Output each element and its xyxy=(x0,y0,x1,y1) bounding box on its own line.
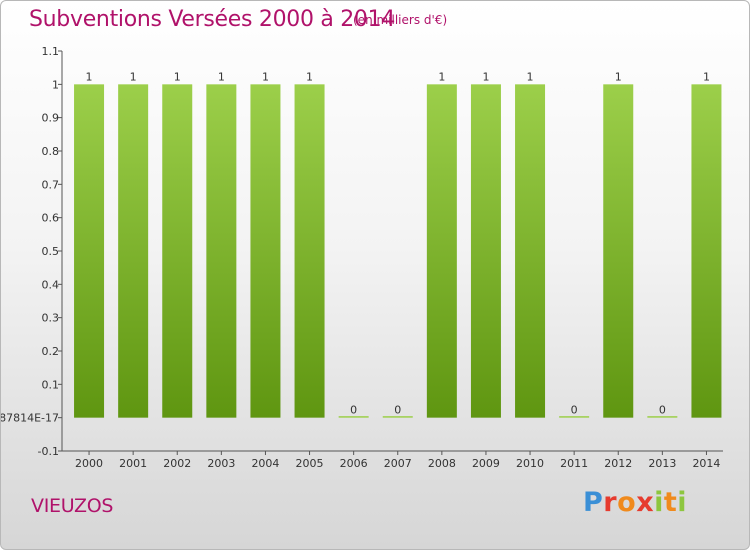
bar xyxy=(559,416,590,418)
x-tick-label: 2004 xyxy=(251,457,279,470)
bar xyxy=(162,84,193,418)
chart-title: Subventions Versées 2000 à 2014 xyxy=(29,7,396,32)
data-label: 1 xyxy=(306,70,313,83)
data-label: 0 xyxy=(394,404,401,417)
x-tick-label: 2014 xyxy=(692,457,720,470)
y-tick-label: 1.1 xyxy=(42,45,60,58)
bar xyxy=(382,416,413,418)
data-label: 0 xyxy=(571,404,578,417)
y-tick-label: 0.3 xyxy=(42,312,60,325)
y-tick-label: -0.1 xyxy=(38,445,59,458)
x-tick-label: 2007 xyxy=(384,457,412,470)
bar xyxy=(426,84,457,418)
bar xyxy=(470,84,501,418)
data-label: 0 xyxy=(659,404,666,417)
proxiti-logo: Proxiti xyxy=(583,487,688,518)
x-tick-label: 2012 xyxy=(604,457,632,470)
x-tick-label: 2008 xyxy=(428,457,456,470)
bar xyxy=(603,84,634,418)
x-tick-label: 2002 xyxy=(163,457,191,470)
y-tick-label: 0.2 xyxy=(42,345,60,358)
x-tick-label: 2013 xyxy=(648,457,676,470)
data-label: 1 xyxy=(86,70,93,83)
data-label: 1 xyxy=(130,70,137,83)
x-tick-label: 2010 xyxy=(516,457,544,470)
x-tick-label: 2009 xyxy=(472,457,500,470)
y-tick-label: 0.8 xyxy=(42,145,60,158)
y-tick-label: 0.9 xyxy=(42,112,60,125)
chart-subtitle: (en milliers d'€) xyxy=(353,13,448,27)
y-tick-label: 0.4 xyxy=(42,278,60,291)
y-tick-label: 0.1 xyxy=(42,378,60,391)
bar xyxy=(515,84,546,418)
data-label: 1 xyxy=(527,70,534,83)
bar xyxy=(118,84,149,418)
x-tick-label: 2006 xyxy=(340,457,368,470)
y-tick-label: 1 xyxy=(52,78,59,91)
x-tick-label: 2001 xyxy=(119,457,147,470)
data-label: 1 xyxy=(262,70,269,83)
y-tick-label: 1.387814E-17 xyxy=(1,412,59,425)
bar xyxy=(691,84,722,418)
data-label: 0 xyxy=(350,404,357,417)
bar xyxy=(294,84,325,418)
data-label: 1 xyxy=(703,70,710,83)
x-tick-label: 2005 xyxy=(296,457,324,470)
data-label: 1 xyxy=(615,70,622,83)
bar xyxy=(74,84,105,418)
data-label: 1 xyxy=(218,70,225,83)
bar xyxy=(206,84,237,418)
data-label: 1 xyxy=(482,70,489,83)
bar xyxy=(250,84,281,418)
bar xyxy=(647,416,678,418)
x-tick-label: 2011 xyxy=(560,457,588,470)
x-tick-label: 2003 xyxy=(207,457,235,470)
x-tick-label: 2000 xyxy=(75,457,103,470)
y-tick-label: 0.6 xyxy=(42,212,60,225)
y-tick-label: 0.5 xyxy=(42,245,60,258)
data-label: 1 xyxy=(438,70,445,83)
bar xyxy=(338,416,369,418)
data-label: 1 xyxy=(174,70,181,83)
y-tick-label: 0.7 xyxy=(42,178,60,191)
commune-name: VIEUZOS xyxy=(31,495,114,517)
